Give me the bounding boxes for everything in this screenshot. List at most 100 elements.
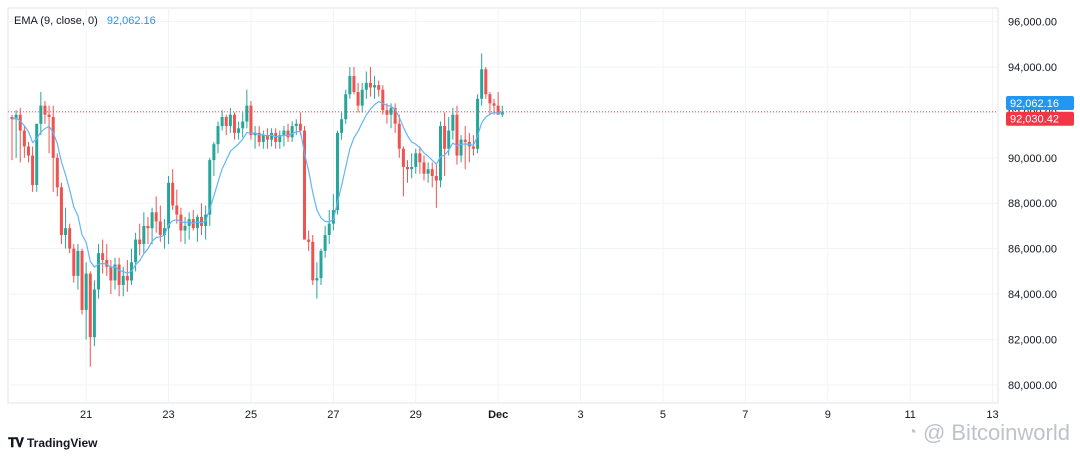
candle-body bbox=[443, 126, 447, 149]
candle-body bbox=[51, 116, 55, 158]
y-tick-label: 96,000.00 bbox=[1008, 17, 1057, 29]
candle-body bbox=[80, 250, 84, 310]
candle-body bbox=[212, 144, 216, 161]
candle-body bbox=[265, 135, 269, 140]
candle-body bbox=[10, 116, 14, 120]
candle-body bbox=[385, 110, 389, 115]
candle-body bbox=[171, 182, 175, 206]
candle-body bbox=[401, 148, 405, 167]
candle-body bbox=[356, 91, 360, 106]
candle-body bbox=[43, 105, 47, 115]
candle-body bbox=[97, 253, 101, 290]
candle-body bbox=[274, 132, 278, 142]
candle-body bbox=[455, 114, 459, 156]
y-tick-label: 94,000.00 bbox=[1008, 62, 1057, 74]
candle-body bbox=[368, 82, 372, 88]
candle-body bbox=[200, 216, 204, 226]
candle-body bbox=[340, 119, 344, 133]
candle-body bbox=[319, 250, 323, 279]
candle-body bbox=[125, 275, 129, 281]
x-tick-label: 29 bbox=[410, 409, 422, 421]
x-tick-label: 23 bbox=[162, 409, 174, 421]
candle-body bbox=[183, 225, 187, 231]
watermark: ◔ @ Bitcoinworld bbox=[907, 420, 1070, 446]
candle-body bbox=[162, 228, 166, 236]
x-tick-label: 11 bbox=[904, 409, 915, 421]
candle-body bbox=[216, 126, 220, 145]
candle-body bbox=[438, 126, 442, 181]
candle-body bbox=[303, 130, 307, 240]
candle-body bbox=[434, 175, 438, 181]
candle-body bbox=[344, 94, 348, 120]
tradingview-logo-icon: 𝐓𝐕 bbox=[8, 435, 24, 450]
y-tick-label: 84,000.00 bbox=[1008, 289, 1057, 301]
candle-body bbox=[113, 264, 117, 281]
candle-body bbox=[142, 225, 146, 245]
candle-body bbox=[187, 219, 191, 226]
last-price-tag bbox=[1006, 111, 1074, 126]
candle-body bbox=[76, 250, 80, 276]
candle-body bbox=[175, 205, 179, 215]
tradingview-branding[interactable]: 𝐓𝐕 TradingView bbox=[8, 435, 97, 451]
candle-body bbox=[476, 98, 480, 149]
ema-line bbox=[11, 100, 503, 274]
candle-body bbox=[35, 123, 39, 186]
candle-body bbox=[237, 128, 241, 133]
candle-body bbox=[138, 239, 142, 245]
x-tick-label: 21 bbox=[80, 409, 92, 421]
candle-body bbox=[117, 264, 121, 285]
candle-body bbox=[480, 69, 484, 99]
candle-body bbox=[261, 135, 265, 142]
candle-body bbox=[406, 166, 410, 170]
candle-body bbox=[26, 146, 30, 156]
candle-body bbox=[451, 114, 455, 131]
candle-body bbox=[410, 166, 414, 170]
candle-body bbox=[224, 116, 228, 127]
ema-legend-label: EMA (9, close, 0) bbox=[14, 15, 98, 27]
candle-body bbox=[179, 214, 183, 231]
candle-body bbox=[393, 107, 397, 124]
x-tick-label: 25 bbox=[245, 409, 257, 421]
candle-body bbox=[348, 76, 352, 95]
candle-body bbox=[88, 273, 92, 338]
candle-body bbox=[447, 130, 451, 149]
candle-body bbox=[471, 146, 475, 149]
x-tick-label: 9 bbox=[825, 409, 831, 421]
x-tick-label: 7 bbox=[742, 409, 748, 421]
candle-body bbox=[496, 105, 500, 115]
ema-price-tag bbox=[1006, 96, 1074, 111]
candle-body bbox=[307, 239, 311, 242]
candle-body bbox=[294, 123, 298, 127]
candle-body bbox=[323, 235, 327, 251]
candle-body bbox=[463, 139, 467, 142]
x-tick-label: Dec bbox=[488, 409, 508, 421]
x-tick-label: 27 bbox=[327, 409, 339, 421]
y-tick-label: 86,000.00 bbox=[1008, 244, 1057, 256]
candle-body bbox=[315, 278, 319, 281]
candle-body bbox=[167, 182, 171, 229]
weibo-icon: ◔ bbox=[907, 424, 917, 441]
candle-body bbox=[109, 266, 113, 281]
candle-body bbox=[208, 160, 212, 215]
candle-body bbox=[22, 130, 26, 147]
candle-body bbox=[290, 126, 294, 138]
candle-body bbox=[134, 239, 138, 263]
candle-body bbox=[245, 105, 249, 122]
x-tick-label: 13 bbox=[986, 409, 998, 421]
last-price-tag-label: 92,030.42 bbox=[1010, 114, 1059, 126]
candle-body bbox=[492, 103, 496, 106]
candle-body bbox=[101, 253, 105, 260]
candle-body bbox=[286, 130, 290, 138]
candle-body bbox=[64, 228, 68, 236]
candle-body bbox=[18, 114, 22, 131]
candle-body bbox=[47, 114, 51, 117]
candle-body bbox=[59, 187, 63, 236]
candle-body bbox=[422, 162, 426, 174]
candle-body bbox=[55, 157, 59, 188]
candle-body bbox=[298, 123, 302, 131]
candle-body bbox=[241, 121, 245, 129]
candle-body bbox=[249, 105, 253, 136]
candle-body bbox=[430, 169, 434, 176]
